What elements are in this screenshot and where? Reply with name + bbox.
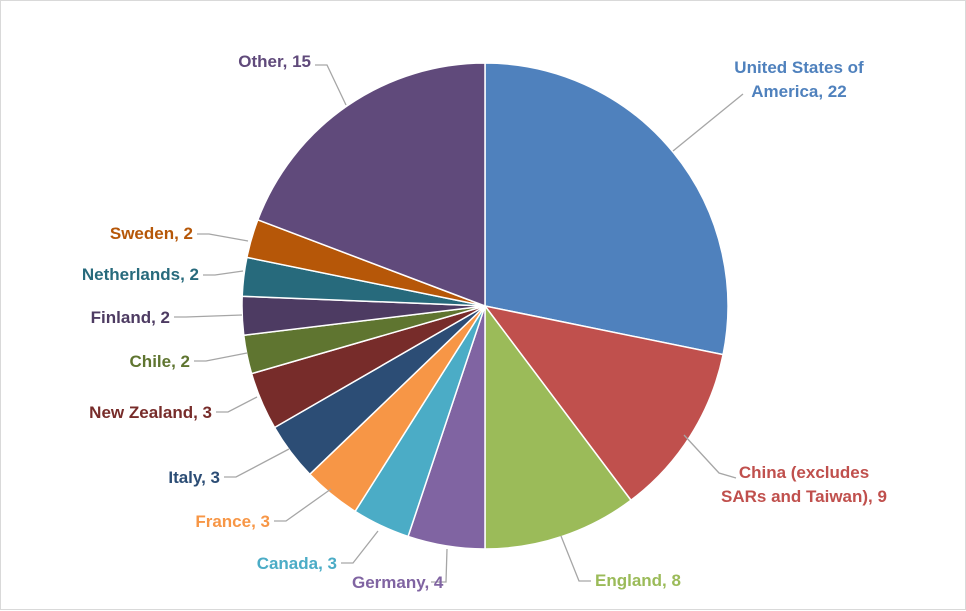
leader-line-england — [560, 535, 591, 582]
data-label-line: Other, 15 — [238, 52, 311, 71]
leader-line-italy — [224, 448, 290, 478]
pie-slices — [241, 62, 729, 550]
data-label-england: England, 8 — [595, 571, 681, 590]
data-label-chile: Chile, 2 — [130, 352, 190, 371]
data-label-china-excludes-sars-and-taiwan: China (excludes SARs and Taiwan), 9 — [721, 463, 887, 506]
data-label-netherlands: Netherlands, 2 — [82, 265, 199, 284]
leader-line-chile — [194, 352, 248, 362]
leader-line-united-states-of-america — [672, 93, 744, 152]
data-label-line: New Zealand, 3 — [89, 403, 212, 422]
data-label-other: Other, 15 — [238, 52, 311, 71]
data-labels: United States of America, 22 China (exclud… — [82, 52, 887, 592]
data-label-line: Sweden, 2 — [110, 224, 193, 243]
leader-line-canada — [341, 530, 379, 564]
leader-line-finland — [174, 314, 243, 318]
data-label-italy: Italy, 3 — [168, 468, 220, 487]
leader-line-germany — [431, 548, 448, 583]
leader-line-china-excludes-sars-and-taiwan — [683, 434, 737, 479]
leader-line-sweden — [197, 233, 249, 242]
data-label-germany: Germany, 4 — [352, 573, 444, 592]
data-label-line: Finland, 2 — [91, 308, 170, 327]
data-label-line: SARs and Taiwan), 9 — [721, 487, 887, 506]
pie-slice-england — [484, 303, 633, 550]
pie-slice-united-states-of-america — [484, 62, 729, 356]
data-label-line: Canada, 3 — [257, 554, 337, 573]
data-label-line: America, 22 — [751, 82, 846, 101]
data-label-line: Chile, 2 — [130, 352, 190, 371]
data-label-sweden: Sweden, 2 — [110, 224, 193, 243]
data-label-new-zealand: New Zealand, 3 — [89, 403, 212, 422]
data-label-canada: Canada, 3 — [257, 554, 337, 573]
leader-line-other — [315, 64, 347, 106]
data-label-line: France, 3 — [195, 512, 270, 531]
leader-line-france — [274, 488, 332, 522]
data-label-line: Netherlands, 2 — [82, 265, 199, 284]
data-label-line: Italy, 3 — [168, 468, 220, 487]
leader-line-netherlands — [203, 270, 244, 276]
leader-lines — [174, 64, 744, 583]
data-label-united-states-of-america: United States of America, 22 — [734, 58, 864, 101]
pie-slice-china-excludes-sars-and-taiwan — [483, 304, 724, 502]
pie-slice-other — [256, 62, 486, 308]
data-label-line: England, 8 — [595, 571, 681, 590]
data-label-france: France, 3 — [195, 512, 270, 531]
data-label-line: China (excludes — [739, 463, 869, 482]
data-label-line: United States of — [734, 58, 864, 77]
leader-line-new-zealand — [216, 396, 258, 413]
data-label-finland: Finland, 2 — [91, 308, 170, 327]
data-label-line: Germany, 4 — [352, 573, 444, 592]
